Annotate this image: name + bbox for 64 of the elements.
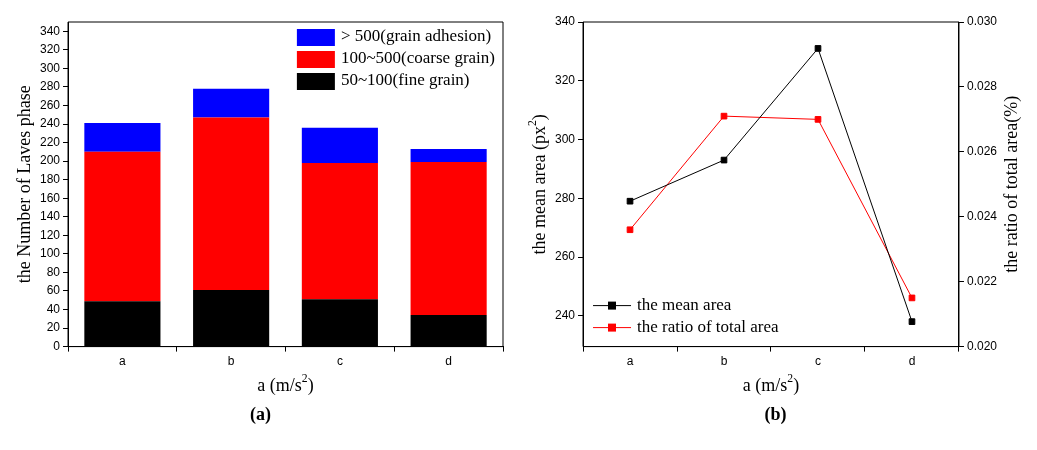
y-tick-label: 280 xyxy=(554,190,575,205)
y2-tick-label: 0.020 xyxy=(966,338,997,353)
y-tick-label: 20 xyxy=(46,320,60,335)
y2-tick-label: 0.024 xyxy=(966,209,997,224)
y2-tick-label: 0.026 xyxy=(966,144,997,159)
y-tick-label: 160 xyxy=(39,190,60,205)
point xyxy=(814,116,821,123)
y-tick-label: 240 xyxy=(39,116,60,131)
x-tick-label: a xyxy=(118,354,126,369)
y-axis-title: the mean area (px2) xyxy=(525,114,550,255)
bar xyxy=(83,123,160,152)
y-tick-label: 260 xyxy=(554,249,575,264)
y-tick-label: 300 xyxy=(39,60,60,75)
x-tick-label: b xyxy=(720,354,728,369)
bar xyxy=(192,117,269,291)
y2-tick-label: 0.028 xyxy=(966,79,997,94)
y-tick-label: 140 xyxy=(39,209,60,224)
y-tick-label: 100 xyxy=(39,246,60,261)
point xyxy=(908,318,915,325)
x-tick-label: c xyxy=(814,354,821,369)
y-tick-label: 180 xyxy=(39,171,60,186)
point xyxy=(908,294,915,302)
legend-label: 50~100(fine grain) xyxy=(340,70,470,90)
point xyxy=(720,156,727,164)
y-tick-label: 340 xyxy=(554,14,575,29)
y-tick-label: 60 xyxy=(46,283,60,298)
y-tick-label: 280 xyxy=(39,79,60,94)
bar xyxy=(192,88,269,118)
y-tick-label: 220 xyxy=(39,134,60,149)
point xyxy=(626,226,633,234)
legend-label: > 500(grain adhesion) xyxy=(340,26,491,46)
bar xyxy=(410,162,487,316)
y2-axis-title: the ratio of total area(%) xyxy=(1000,95,1022,273)
y-tick-label: 320 xyxy=(39,42,60,57)
y-tick-label: 200 xyxy=(39,153,60,168)
legend-label: 100~500(coarse grain) xyxy=(340,48,495,68)
bar xyxy=(301,162,378,300)
x-tick-label: d xyxy=(444,354,452,369)
y-tick-label: 0 xyxy=(52,338,60,353)
y-axis-title: the Number of Laves phase xyxy=(13,85,34,284)
bar xyxy=(301,127,378,163)
y-tick-label: 240 xyxy=(554,308,575,323)
point xyxy=(720,112,727,120)
y-tick-label: 340 xyxy=(39,23,60,38)
y-tick-label: 260 xyxy=(39,97,60,112)
y2-tick-label: 0.030 xyxy=(966,14,997,29)
y-tick-label: 40 xyxy=(46,301,60,316)
x-tick-label: a xyxy=(626,354,634,369)
legend-label: the ratio of total area xyxy=(636,317,779,337)
y2-tick-label: 0.022 xyxy=(966,273,997,288)
text: (a) xyxy=(250,404,271,425)
point xyxy=(626,197,633,205)
text: (b) xyxy=(764,404,787,425)
y-tick-label: 120 xyxy=(39,227,60,242)
bar xyxy=(83,151,160,302)
bar xyxy=(410,149,487,163)
y-tick-label: 300 xyxy=(554,131,575,146)
x-tick-label: d xyxy=(908,354,915,369)
y-tick-label: 320 xyxy=(554,73,575,88)
x-tick-label: c xyxy=(336,354,343,369)
point xyxy=(814,45,821,52)
x-tick-label: b xyxy=(227,354,235,369)
legend-label: the mean area xyxy=(636,295,732,315)
y-tick-label: 80 xyxy=(46,264,60,279)
